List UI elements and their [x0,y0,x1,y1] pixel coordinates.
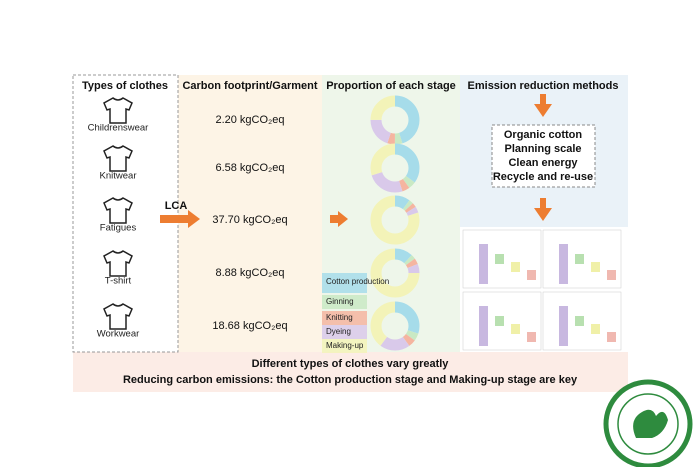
legend-label: Dyeing [326,327,351,336]
types-title: Types of clothes [82,80,168,92]
legend-label: Knitting [326,313,353,322]
mini-bar [575,254,584,264]
method-item: Recycle and re-use [493,171,593,183]
mini-bar [559,244,568,284]
donut-segment [370,301,420,351]
donut-segment [370,301,420,351]
mini-bar [527,332,536,342]
footprint-value: 6.58 kgCO₂eq [215,162,284,174]
institute-logo [603,379,693,467]
legend-label: Cotton production [326,277,389,286]
clothing-label: Knitwear [100,171,137,182]
mini-bar [511,324,520,334]
mini-bar [495,316,504,326]
conclusion-panel [73,352,628,392]
clothing-label: Childrenswear [88,123,149,134]
footprint-value: 37.70 kgCO₂eq [212,214,287,226]
mini-bar [591,262,600,272]
mini-bar [559,306,568,346]
arrow [160,210,200,228]
mini-bar [479,306,488,346]
arrow [534,94,552,117]
legend-swatch [322,325,367,339]
donut-segment [370,143,420,193]
footprint-value: 2.20 kgCO₂eq [215,114,284,126]
proportion-title: Proportion of each stage [326,80,456,92]
mini-bar [479,244,488,284]
donut-segment [370,248,420,298]
clothing-icon [103,97,133,124]
mini-bar [591,324,600,334]
legend-swatch [322,339,367,353]
method-item: Planning scale [504,143,581,155]
mini-bar [607,270,616,280]
legend-swatch [322,311,367,325]
donut-segment [370,95,420,145]
footprint-title: Carbon footprint/Garment [182,80,317,92]
donut-segment [370,95,420,145]
donut-segment [370,195,420,245]
footprint-value: 18.68 kgCO₂eq [212,320,287,332]
mini-bar [607,332,616,342]
arrow [330,211,348,227]
conclusion-line: Reducing carbon emissions: the Cotton pr… [123,374,578,386]
lca-label: LCA [165,200,188,212]
methods-box [491,124,596,188]
mini-bar [511,262,520,272]
clothing-label: T-shirt [105,276,132,287]
method-item: Organic cotton [504,129,583,141]
mini-bar [495,254,504,264]
clothing-icon [103,250,133,277]
legend-label: Ginning [326,297,354,306]
clothing-icon [103,145,133,172]
donut-segment [370,143,420,193]
reduction-title: Emission reduction methods [468,80,619,92]
clothing-label: Workwear [97,329,140,340]
clothing-label: Fatigues [100,223,137,234]
result-charts [462,229,622,351]
arrow [534,198,552,221]
footprint-value: 8.88 kgCO₂eq [215,267,284,279]
mini-bar [527,270,536,280]
conclusion-line: Different types of clothes vary greatly [252,358,450,370]
clothing-icon [103,197,133,224]
mini-bar [575,316,584,326]
method-item: Clean energy [508,157,578,169]
legend-swatch [322,273,367,293]
legend-swatch [322,295,367,309]
donut-segment [370,95,420,145]
footprint-panel [178,75,322,352]
clothing-icon [103,303,133,330]
legend-label: Making-up [326,341,364,350]
donut-segment [370,248,420,298]
